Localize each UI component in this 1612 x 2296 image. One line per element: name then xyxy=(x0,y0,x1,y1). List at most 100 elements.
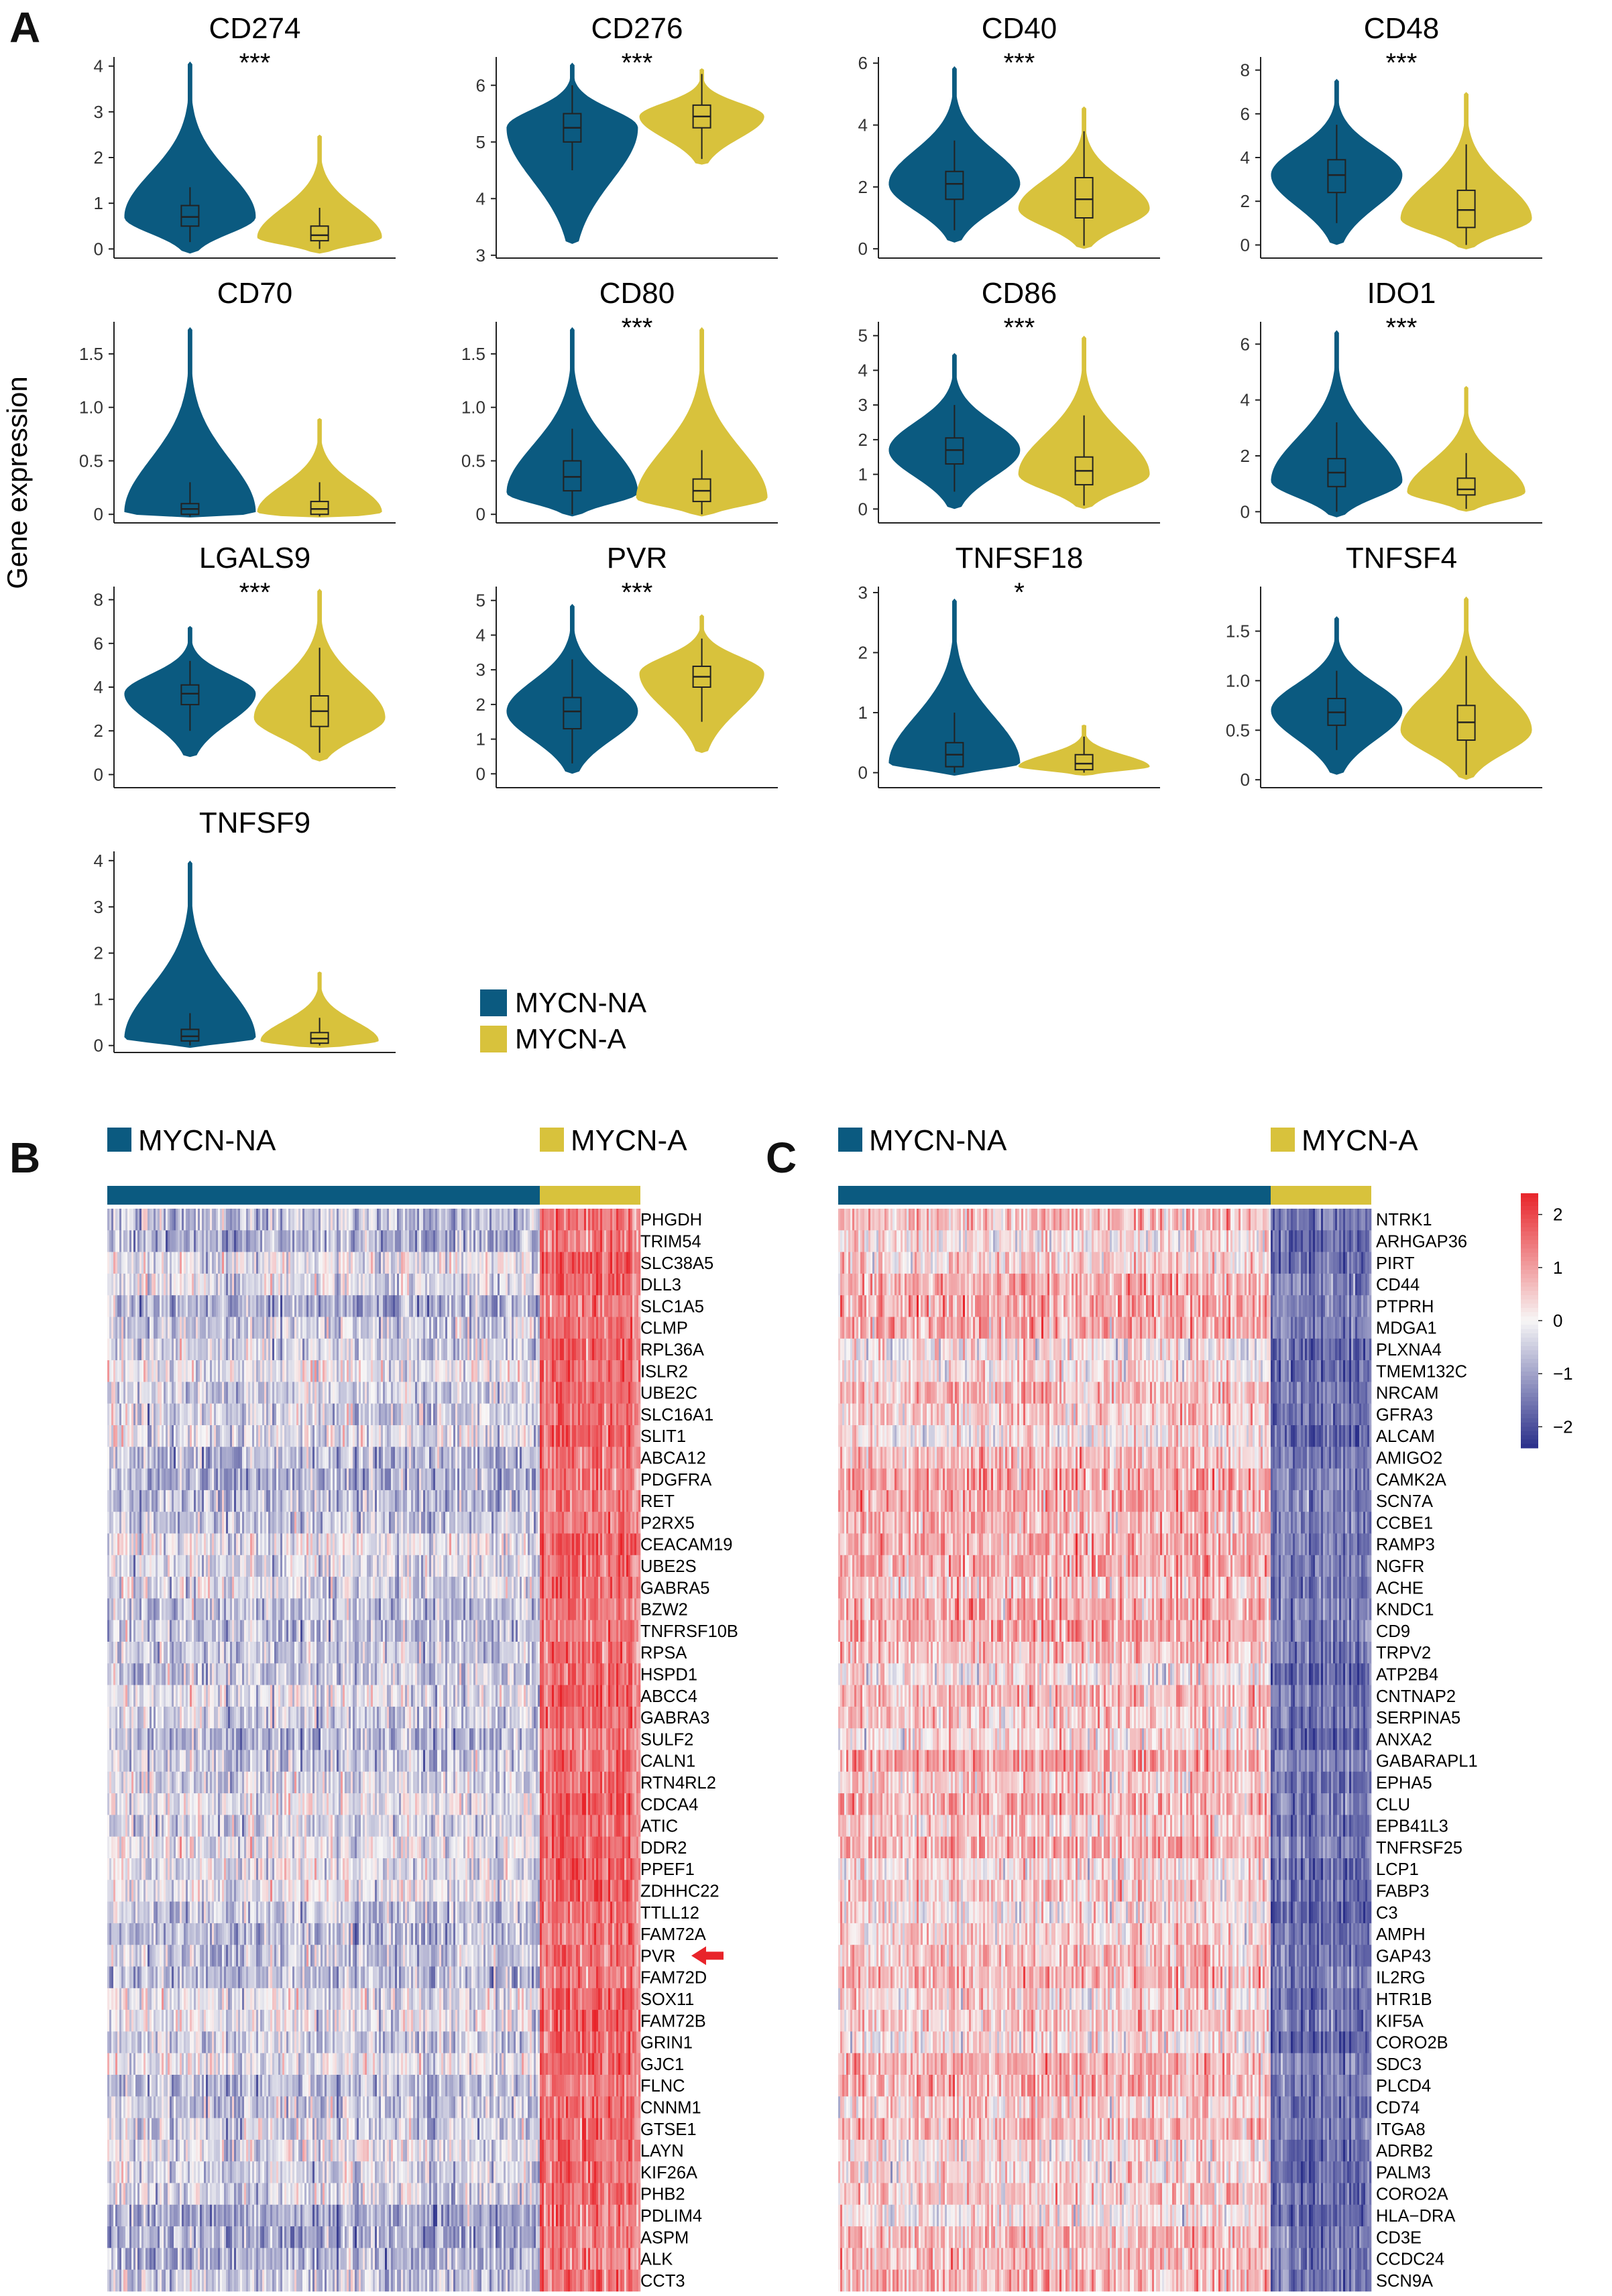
heatmap-cell xyxy=(604,1512,607,1534)
heatmap-cell xyxy=(570,1209,573,1231)
heatmap-cell xyxy=(379,1209,382,1231)
heatmap-cell xyxy=(411,1447,414,1469)
heatmap-cell xyxy=(417,1230,420,1252)
heatmap-cell xyxy=(429,1403,432,1426)
heatmap-cell xyxy=(387,1447,390,1469)
heatmap-cell xyxy=(258,1360,261,1382)
heatmap-cell xyxy=(198,1382,200,1404)
heatmap-cell xyxy=(168,1425,170,1447)
heatmap-cell xyxy=(321,1273,323,1296)
heatmap-cell xyxy=(622,1425,625,1447)
heatmap-cell xyxy=(502,1403,504,1426)
heatmap-cell xyxy=(150,1468,152,1491)
heatmap-cell xyxy=(387,1338,390,1361)
heatmap-cell xyxy=(321,1490,323,1512)
heatmap-cell xyxy=(467,1209,470,1231)
heatmap-cell xyxy=(224,1273,227,1296)
heatmap-cell xyxy=(616,1382,619,1404)
heatmap-cell xyxy=(638,1512,641,1534)
heatmap-cell xyxy=(632,1403,635,1426)
heatmap-cell xyxy=(335,1273,337,1296)
heatmap-cell xyxy=(288,1577,291,1599)
heatmap-cell xyxy=(367,1403,369,1426)
heatmap-cell xyxy=(616,1360,619,1382)
heatmap-cell xyxy=(477,1230,480,1252)
heatmap-cell xyxy=(329,1512,331,1534)
heatmap-cell xyxy=(532,1512,534,1534)
heatmap-cell xyxy=(351,1252,353,1274)
heatmap-cell xyxy=(278,1447,281,1469)
heatmap-cell xyxy=(544,1555,546,1577)
heatmap-cell xyxy=(614,1447,617,1469)
heatmap-cell xyxy=(286,1295,289,1317)
heatmap-cell xyxy=(202,1230,205,1252)
heatmap-cell xyxy=(638,1338,641,1361)
heatmap-cell xyxy=(188,1209,190,1231)
heatmap-cell xyxy=(294,1252,297,1274)
heatmap-cell xyxy=(349,1230,351,1252)
heatmap-cell xyxy=(176,1555,178,1577)
violin-mycn-na xyxy=(888,598,1021,776)
heatmap-cell xyxy=(298,1209,301,1231)
heatmap-cell xyxy=(168,1490,170,1512)
heatmap-cell xyxy=(240,1360,243,1382)
heatmap-cell xyxy=(453,1512,456,1534)
heatmap-cell xyxy=(455,1230,458,1252)
heatmap-cell xyxy=(510,1382,512,1404)
heatmap-cell xyxy=(447,1533,450,1556)
heatmap-cell xyxy=(624,1252,627,1274)
heatmap-cell xyxy=(316,1360,319,1382)
heatmap-cell xyxy=(602,1209,605,1231)
heatmap-cell xyxy=(502,1425,504,1447)
heatmap-cell xyxy=(431,1447,434,1469)
heatmap-cell xyxy=(345,1382,347,1404)
heatmap-cell xyxy=(278,1403,281,1426)
heatmap-cell xyxy=(419,1403,422,1426)
heatmap-cell xyxy=(568,1533,571,1556)
heatmap-cell xyxy=(357,1295,359,1317)
heatmap-cell xyxy=(564,1447,567,1469)
heatmap-cell xyxy=(500,1317,502,1339)
heatmap-cell xyxy=(266,1230,269,1252)
heatmap-cell xyxy=(560,1425,563,1447)
heatmap-cell xyxy=(588,1230,591,1252)
heatmap-cell xyxy=(345,1577,347,1599)
y-tick-label: 2 xyxy=(94,721,103,741)
heatmap-cell xyxy=(333,1295,335,1317)
heatmap-cell xyxy=(568,1230,571,1252)
heatmap-cell xyxy=(164,1295,166,1317)
heatmap-cell xyxy=(198,1577,200,1599)
heatmap-cell xyxy=(341,1533,343,1556)
heatmap-cell xyxy=(146,1403,148,1426)
heatmap-cell xyxy=(387,1512,390,1534)
heatmap-cell xyxy=(182,1490,184,1512)
heatmap-cell xyxy=(357,1317,359,1339)
y-tick-label: 5 xyxy=(858,326,868,346)
heatmap-cell xyxy=(294,1273,297,1296)
heatmap-cell xyxy=(238,1490,241,1512)
violin-mycn-a xyxy=(1407,385,1525,512)
heatmap-cell xyxy=(576,1209,579,1231)
heatmap-cell xyxy=(268,1295,271,1317)
heatmap-cell xyxy=(500,1512,502,1534)
heatmap-cell xyxy=(574,1230,577,1252)
heatmap-cell xyxy=(131,1425,134,1447)
heatmap-cell xyxy=(329,1425,331,1447)
heatmap-cell xyxy=(113,1209,116,1231)
heatmap-cell xyxy=(459,1252,462,1274)
heatmap-cell xyxy=(578,1295,581,1317)
heatmap-cell xyxy=(580,1273,583,1296)
heatmap-cell xyxy=(636,1533,639,1556)
heatmap-cell xyxy=(164,1468,166,1491)
heatmap-row-ube2c: UBE2C xyxy=(107,1382,697,1404)
heatmap-cell xyxy=(387,1555,390,1577)
heatmap-cell xyxy=(383,1230,386,1252)
heatmap-cell xyxy=(391,1382,394,1404)
heatmap-cell xyxy=(620,1512,623,1534)
heatmap-row-pdgfra: PDGFRA xyxy=(107,1468,711,1491)
heatmap-cell xyxy=(280,1403,283,1426)
heatmap-cell xyxy=(254,1252,257,1274)
heatmap-cell xyxy=(427,1490,430,1512)
heatmap-cell xyxy=(220,1295,223,1317)
heatmap-cell xyxy=(127,1425,130,1447)
